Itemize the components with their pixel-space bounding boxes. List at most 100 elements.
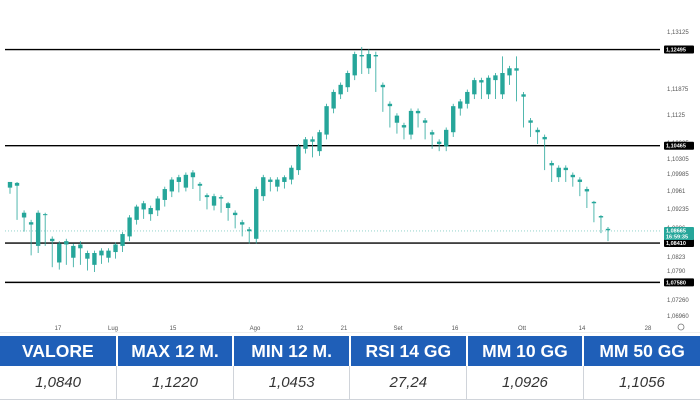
candle-up — [472, 80, 477, 95]
candle-up — [261, 177, 266, 197]
candle-up — [127, 217, 132, 237]
value-mm-50gg: 1,1056 — [582, 366, 700, 400]
candle-up — [584, 189, 590, 192]
value-mm-10gg: 1,0926 — [466, 366, 584, 400]
candle-up — [500, 73, 505, 95]
x-tick-label: 16 — [452, 326, 459, 332]
candle-up — [176, 177, 182, 182]
level-price-label: 1,12495 — [666, 48, 686, 54]
candle-up — [310, 139, 315, 142]
candle-up — [338, 84, 343, 95]
candle-up — [317, 132, 322, 152]
candle-up — [148, 208, 153, 215]
header-mm-50gg: MM 50 GG — [582, 336, 700, 366]
candle-up — [35, 212, 41, 246]
candle-up — [162, 189, 167, 200]
y-tick-label: 1,0961 — [667, 189, 686, 195]
candle-up — [373, 55, 379, 57]
stats-value-row: 1,0840 1,1220 1,0453 27,24 1,0926 1,1056 — [0, 366, 700, 400]
x-tick-label: Ago — [250, 326, 261, 332]
candle-up — [64, 241, 69, 245]
candle-up — [380, 84, 386, 88]
candle-up — [197, 183, 203, 186]
candle-up — [605, 228, 611, 231]
value-max-12m: 1,1220 — [116, 366, 234, 400]
candle-up — [394, 115, 400, 123]
x-tick-label: 14 — [579, 326, 586, 332]
candle-up — [183, 174, 189, 188]
settings-icon — [677, 323, 685, 331]
candle-up — [493, 75, 498, 81]
candle-up — [535, 129, 540, 133]
candle-up — [465, 91, 470, 104]
y-tick-label: 1,0823 — [667, 255, 686, 261]
candle-up — [570, 174, 576, 178]
candle-up — [204, 195, 210, 198]
candle-up — [7, 181, 13, 188]
candle-up — [324, 106, 329, 135]
candle-up — [106, 250, 111, 258]
candle-up — [268, 179, 273, 182]
candle-up — [289, 167, 294, 180]
candle-up — [92, 253, 97, 265]
candle-up — [50, 238, 55, 242]
y-tick-label: 1,06960 — [667, 314, 689, 320]
candle-up — [429, 132, 435, 135]
candle-up — [549, 163, 554, 166]
y-tick-label: 1,11875 — [667, 87, 689, 93]
y-tick-label: 1,09985 — [667, 172, 689, 178]
level-price-tag — [664, 278, 694, 287]
candle-up — [57, 243, 62, 263]
candle-up — [436, 141, 442, 145]
candle-up — [296, 146, 301, 171]
current-price-tag — [664, 226, 694, 240]
candle-up — [14, 182, 20, 186]
candle-up — [598, 216, 604, 218]
level-price-tag — [664, 45, 694, 54]
stats-header-row: VALORE MAX 12 M. MIN 12 M. RSI 14 GG MM … — [0, 336, 700, 366]
candle-up — [366, 54, 371, 69]
candle-up — [78, 244, 83, 249]
candle-up — [275, 179, 280, 187]
header-rsi-14gg: RSI 14 GG — [348, 336, 467, 366]
candle-up — [211, 196, 217, 206]
candle-up — [528, 120, 533, 123]
candle-up — [577, 179, 583, 182]
candle-up — [345, 73, 350, 88]
candle-up — [225, 203, 231, 208]
header-min-12m: MIN 12 M. — [232, 336, 350, 366]
candle-up — [331, 91, 336, 109]
candle-up — [169, 179, 174, 192]
candle-up — [422, 120, 428, 123]
value-min-12m: 1,0453 — [232, 366, 350, 400]
candle-up — [254, 189, 259, 239]
current-price-countdown: 16:59:35 — [666, 234, 688, 240]
x-tick-label: Lug — [108, 326, 118, 332]
header-max-12m: MAX 12 M. — [115, 336, 234, 366]
candle-up — [563, 167, 568, 171]
candle-up — [451, 106, 456, 133]
candle-up — [352, 54, 357, 76]
candle-up — [232, 212, 238, 216]
y-tick-label: 1,10305 — [667, 157, 689, 163]
candle-up — [21, 212, 27, 218]
candle-up — [514, 68, 519, 71]
candle-up — [591, 201, 597, 204]
price-chart[interactable]: 1,131251,118751,11251,106251,103051,0998… — [0, 0, 700, 333]
candle-up — [458, 101, 463, 109]
x-tick-label: 12 — [297, 326, 304, 332]
candle-up — [486, 77, 491, 95]
candle-up — [444, 129, 449, 147]
candle-up — [408, 110, 414, 135]
current-price-label: 1,08665 — [666, 228, 686, 234]
candlestick-chart-svg: 1,131251,118751,11251,106251,103051,0998… — [0, 30, 700, 333]
candle-up — [359, 55, 364, 57]
candle-up — [120, 234, 125, 246]
candle-up — [415, 110, 421, 114]
value-valore: 1,0840 — [0, 366, 117, 400]
y-tick-label: 1,1125 — [667, 113, 686, 119]
candle-up — [247, 229, 252, 232]
y-tick-label: 1,07260 — [667, 298, 689, 304]
candle-up — [542, 136, 547, 140]
x-tick-label: Set — [393, 326, 402, 332]
